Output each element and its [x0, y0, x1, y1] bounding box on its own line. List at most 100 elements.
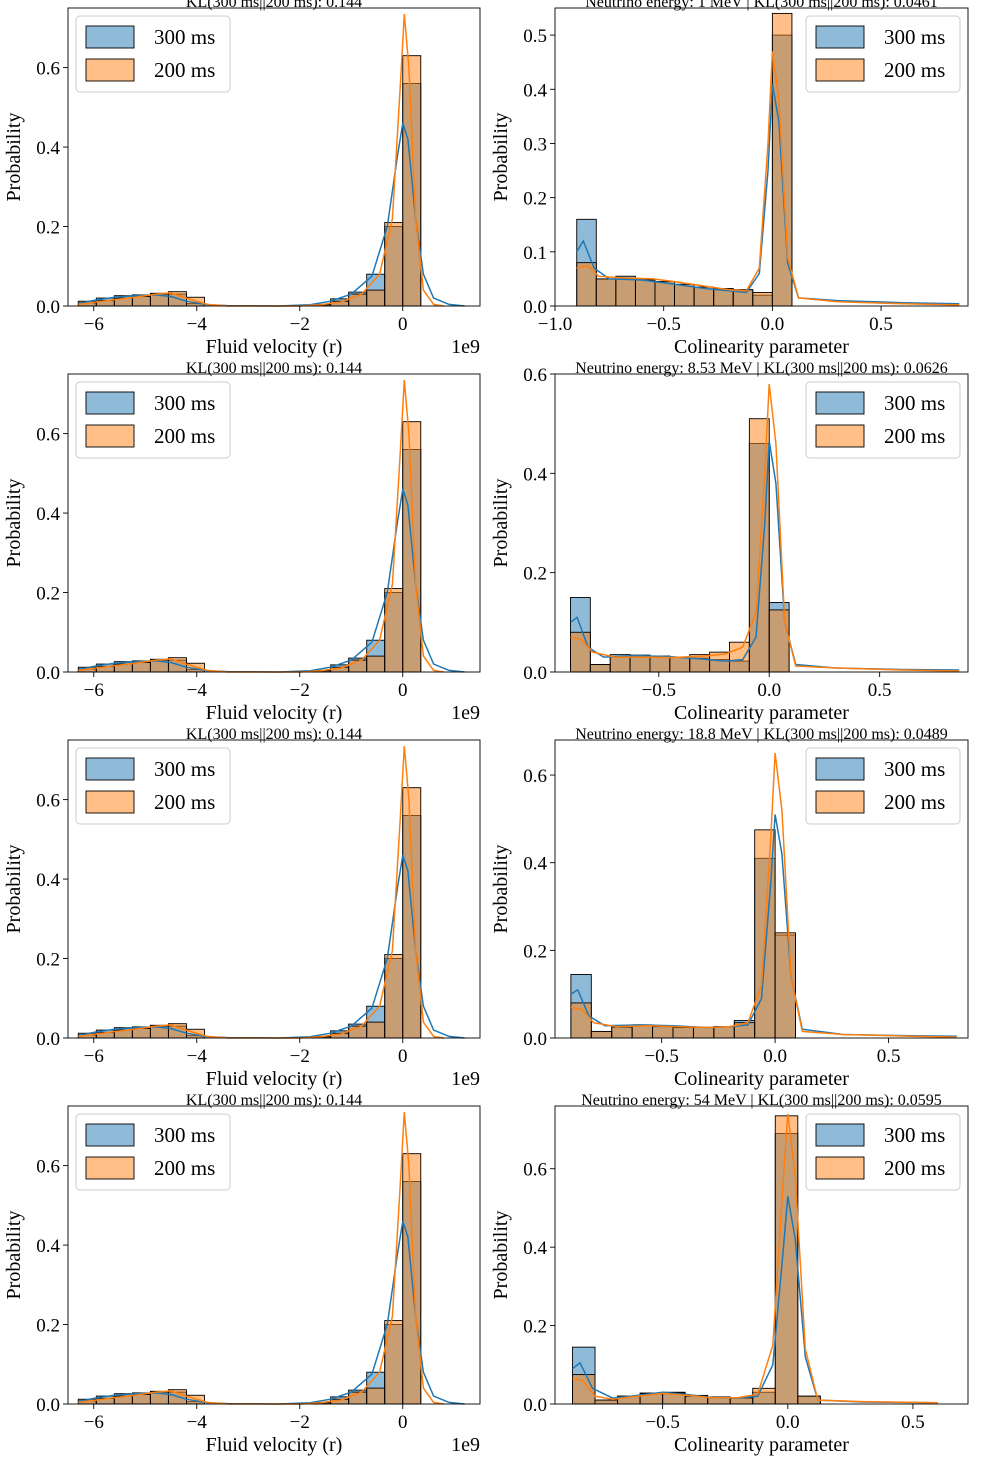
legend-label: 200 ms [884, 424, 945, 448]
y-tick-label: 0.3 [523, 134, 547, 155]
legend-swatch-200ms [85, 424, 135, 448]
panel-title: Neutrino energy: 1 MeV | KL(300 ms||200 … [585, 0, 938, 11]
y-axis-label: Probability [3, 113, 25, 202]
x-tick-label: −6 [84, 314, 104, 335]
x-tick-label: −2 [290, 1046, 310, 1067]
bar-200ms [384, 588, 404, 673]
x-axis-label: Fluid velocity (r) [206, 702, 343, 724]
bar-200ms [768, 609, 790, 673]
legend-swatch-300ms [815, 757, 865, 781]
legend-label: 200 ms [884, 58, 945, 82]
bar-200ms [589, 664, 611, 673]
bar-200ms [672, 1027, 694, 1039]
kde-line-200ms [572, 1113, 939, 1404]
panel-title: KL(300 ms||200 ms): 0.144 [186, 726, 362, 743]
bar-200ms [752, 292, 773, 307]
y-tick-label: 0.4 [523, 464, 547, 485]
legend-swatch-200ms [815, 790, 865, 814]
bar-200ms [692, 1027, 715, 1039]
legend-label: 200 ms [884, 790, 945, 814]
x-tick-label: −6 [84, 680, 104, 701]
bar-200ms [366, 655, 386, 673]
x-axis-label: Colinearity parameter [674, 702, 849, 724]
legend-label: 200 ms [154, 1156, 215, 1180]
kde-line-200ms [576, 51, 960, 306]
panel-5: Neutrino energy: 18.8 MeV | KL(300 ms||2… [490, 726, 969, 1090]
y-tick-label: 0.4 [36, 1236, 60, 1257]
panel-title: Neutrino energy: 54 MeV | KL(300 ms||200… [581, 1092, 942, 1109]
y-axis-label: Probability [3, 479, 25, 568]
axes-frame [67, 373, 481, 673]
bar-200ms [693, 286, 715, 307]
legend: 300 ms 200 ms [75, 1113, 231, 1191]
y-tick-label: 0.4 [36, 504, 60, 525]
legend: 300 ms 200 ms [805, 747, 961, 825]
kde-line-200ms [78, 745, 445, 1039]
kde-line-300ms [570, 440, 960, 671]
x-tick-label: −2 [290, 1412, 310, 1433]
y-tick-label: 0.1 [523, 243, 547, 264]
legend-label: 300 ms [884, 1123, 945, 1147]
bar-200ms [384, 954, 404, 1039]
bar-200ms [729, 641, 750, 673]
panel-4: KL(300 ms||200 ms): 0.144 −6 −4 −2 0 0.0 0.2 0.… [3, 726, 481, 1090]
y-axis-label: Probability [490, 113, 512, 202]
kde-line-300ms [572, 1196, 939, 1404]
axes-frame [67, 1105, 481, 1405]
kde-line-200ms [570, 753, 957, 1038]
legend-swatch-200ms [85, 1156, 135, 1180]
axes-frame [554, 1105, 969, 1405]
x-tick-label: 0.5 [868, 680, 892, 701]
panel-6: KL(300 ms||200 ms): 0.144 −6 −4 −2 0 0.0 0.2 0.… [3, 1092, 481, 1456]
panel-0: KL(300 ms||200 ms): 0.144 −6 −4 −2 0 0.0 0.2 0.… [3, 0, 481, 358]
legend-swatch-200ms [85, 790, 135, 814]
kde-line-200ms [78, 1111, 445, 1405]
x-tick-label: 0.5 [877, 1046, 901, 1067]
y-tick-label: 0.0 [36, 297, 60, 318]
panel-3: Neutrino energy: 8.53 MeV | KL(300 ms||2… [490, 360, 969, 724]
x-tick-label: 0 [398, 314, 408, 335]
legend: 300 ms 200 ms [75, 15, 231, 93]
legend-swatch-300ms [815, 391, 865, 415]
x-tick-label: −0.5 [642, 680, 676, 701]
x-offset-text: 1e9 [451, 336, 480, 358]
y-tick-label: 0.2 [36, 584, 60, 605]
y-tick-label: 0.2 [36, 1316, 60, 1337]
y-tick-label: 0.6 [36, 1157, 60, 1178]
x-tick-label: −6 [84, 1412, 104, 1433]
y-tick-label: 0.6 [36, 59, 60, 80]
x-tick-label: 0.5 [901, 1412, 925, 1433]
y-tick-label: 0.6 [36, 791, 60, 812]
bar-200ms [634, 279, 656, 307]
y-tick-label: 0.6 [523, 766, 547, 787]
x-tick-label: 0.0 [776, 1412, 800, 1433]
y-tick-label: 0.6 [523, 365, 547, 386]
bar-200ms [576, 262, 597, 307]
bar-200ms [590, 1030, 613, 1039]
x-tick-label: 0.0 [757, 680, 781, 701]
x-axis-label: Fluid velocity (r) [206, 336, 343, 358]
y-axis-label: Probability [490, 479, 512, 568]
x-tick-label: 0 [398, 680, 408, 701]
legend-swatch-200ms [815, 1156, 865, 1180]
y-axis-label: Probability [3, 1211, 25, 1300]
y-tick-label: 0.6 [523, 1160, 547, 1181]
x-axis-label: Colinearity parameter [674, 1068, 849, 1090]
y-tick-label: 0.4 [36, 870, 60, 891]
panel-title: KL(300 ms||200 ms): 0.144 [186, 0, 362, 11]
y-tick-label: 0.0 [523, 297, 547, 318]
bar-200ms [594, 1399, 619, 1405]
x-tick-label: −4 [187, 1046, 208, 1067]
legend-swatch-300ms [85, 1123, 135, 1147]
y-tick-label: 0.0 [523, 663, 547, 684]
x-axis-label: Fluid velocity (r) [206, 1434, 343, 1456]
bar-200ms [649, 655, 671, 673]
y-tick-label: 0.0 [523, 1029, 547, 1050]
legend-label: 200 ms [154, 58, 215, 82]
y-tick-label: 0.2 [523, 564, 547, 585]
x-offset-text: 1e9 [451, 1434, 480, 1456]
x-tick-label: −0.5 [645, 1412, 679, 1433]
bar-200ms [629, 656, 651, 673]
x-tick-label: 0 [398, 1412, 408, 1433]
axes-frame [67, 739, 481, 1039]
